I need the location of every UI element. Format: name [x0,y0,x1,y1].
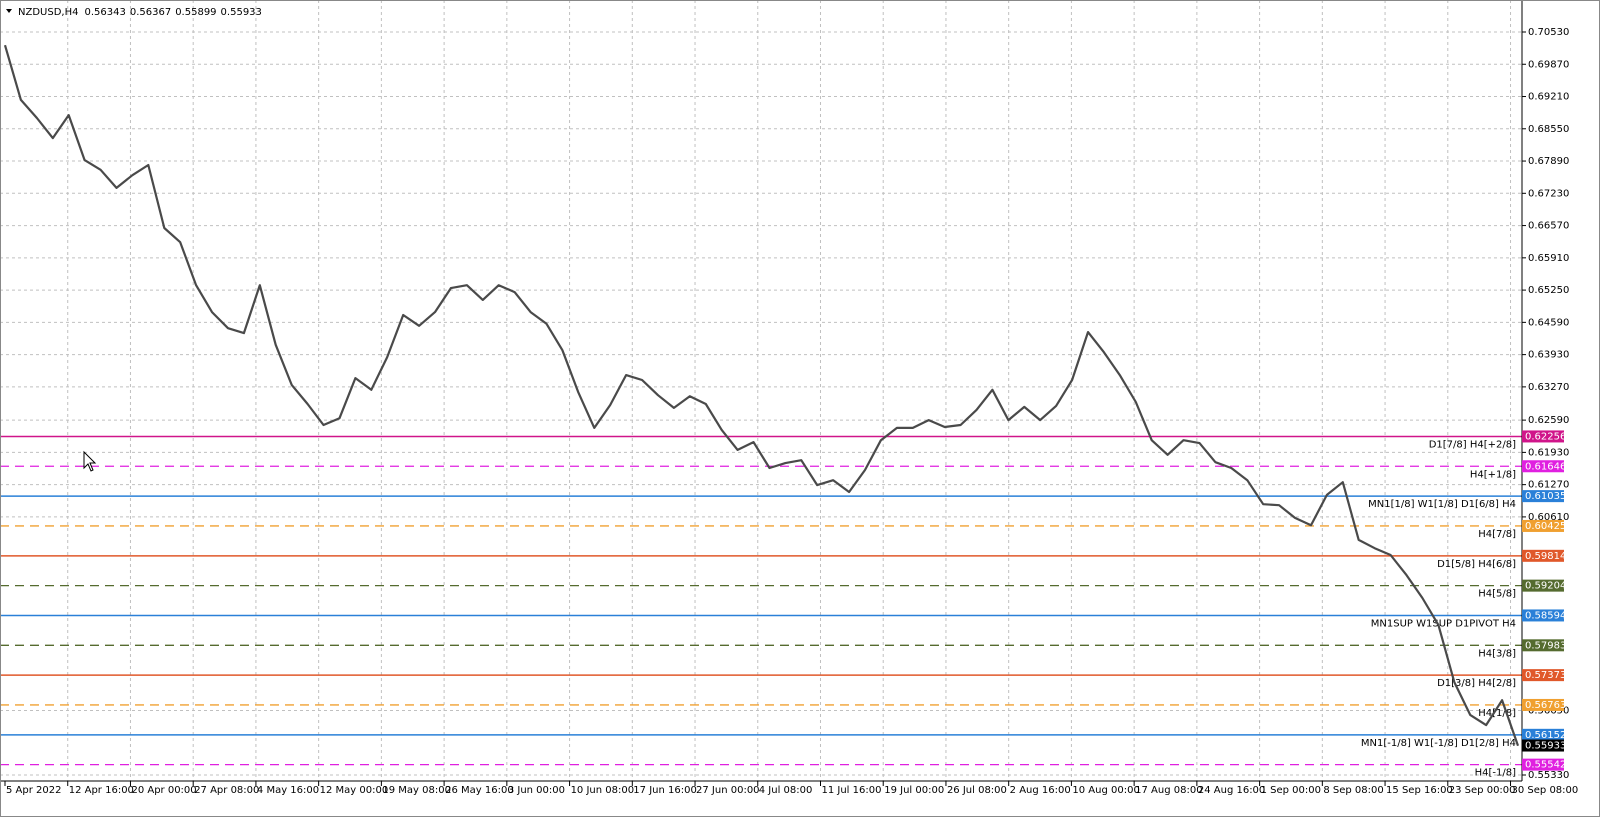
x-tick-label: 17 Jun 16:00 [633,785,697,796]
y-tick-label: 0.69870 [1528,59,1569,70]
y-tick-label: 0.63930 [1528,350,1569,361]
ohlc-value: 0.56367 [130,7,171,18]
level-price: 0.56763 [1525,700,1566,711]
x-tick-label: 20 Apr 00:00 [131,785,196,796]
y-tick-label: 0.65250 [1528,285,1569,296]
header: NZDUSD,H4 0.56343 0.56367 0.55899 0.55933 [6,7,262,18]
y-tick-label: 0.64590 [1528,317,1569,328]
level-label: H4[1/8] [1478,708,1516,719]
y-tick-label: 0.67890 [1528,156,1569,167]
x-tick-label: 17 Aug 08:00 [1135,785,1202,796]
x-tick-label: 12 Apr 16:00 [69,785,134,796]
level-price-box [1522,728,1564,741]
levels: D1[7/8] H4[+2/8] H4[+1/8] MN1[1/8] W1[1/8]… [0,435,1522,779]
level-price: 0.62256 [1525,431,1566,442]
x-tick-label: 23 Sep 00:00 [1449,785,1516,796]
x-tick-label: 27 Apr 08:00 [194,785,259,796]
level-price-box [1522,430,1564,443]
level-label: H4[5/8] [1478,589,1516,600]
y-tick-label: 0.67230 [1528,188,1569,199]
series [3,44,1520,747]
level-price: 0.59204 [1525,581,1566,592]
level-price: 0.55542 [1525,760,1566,771]
x-tick-label: 10 Aug 00:00 [1072,785,1139,796]
y-tick-label: 0.68550 [1528,124,1569,135]
y-tick-label: 0.69210 [1528,92,1569,103]
level-price: 0.58594 [1525,610,1566,621]
y-tick-label: 0.56650 [1528,705,1569,716]
x-tick-label: 2 Aug 16:00 [1010,785,1071,796]
level-price-box [1522,669,1564,682]
x-tick-label: 26 May 16:00 [445,785,514,796]
level-label: MN1[1/8] W1[1/8] D1[6/8] H4 [1368,499,1516,510]
level-price: 0.56152 [1525,730,1566,741]
y-tick-label: 0.66570 [1528,221,1569,232]
level-price-box [1522,609,1564,622]
x-tick-label: 19 May 08:00 [382,785,451,796]
y-tick-label: 0.63270 [1528,382,1569,393]
level-price: 0.59814 [1525,551,1566,562]
level-price-box [1522,460,1564,473]
x-tick-label: 8 Sep 08:00 [1323,785,1383,796]
x-tick-label: 26 Jul 08:00 [947,785,1007,796]
y-tick-label: 0.65910 [1528,253,1569,264]
level-label: H4[3/8] [1478,648,1516,659]
x-tick-label: 11 Jul 16:00 [821,785,881,796]
level-price: 0.61646 [1525,461,1566,472]
level-label: MN1[-1/8] W1[-1/8] D1[2/8] H4 [1361,738,1516,749]
y-tick-label: 0.62590 [1528,415,1569,426]
level-label: H4[+1/8] [1470,469,1516,480]
level-price-box [1522,579,1564,592]
y-tick-label: 0.61270 [1528,480,1569,491]
price-line [3,44,1520,747]
x-tick-label: 12 May 00:00 [320,785,389,796]
mouse-cursor [83,450,97,472]
x-tick-label: 5 Apr 2022 [6,785,61,796]
level-label: H4[-1/8] [1475,768,1516,779]
x-tick-label: 24 Aug 16:00 [1198,785,1265,796]
dropdown-icon[interactable] [6,9,12,13]
x-tick-label: 19 Jul 00:00 [884,785,944,796]
level-label: H4[7/8] [1478,529,1516,540]
x-tick-label: 4 Jul 08:00 [759,785,813,796]
level-label: MN1SUP W1SUP D1PIVOT H4 [1371,618,1516,629]
x-tick-label: 15 Sep 16:00 [1386,785,1453,796]
ohlc-value: 0.55933 [221,7,262,18]
grid [0,0,1522,781]
level-price-box [1522,758,1564,771]
y-tick-label: 0.70530 [1528,27,1569,38]
x-tick-label: 10 Jun 08:00 [571,785,635,796]
y-tick-label: 0.55330 [1528,770,1569,781]
level-price: 0.57373 [1525,670,1566,681]
level-price-box [1522,490,1564,503]
level-price: 0.61035 [1525,491,1566,502]
symbol: NZDUSD,H4 [18,7,78,18]
level-label: D1[7/8] H4[+2/8] [1429,439,1516,450]
current-price-box [1522,739,1564,752]
level-price-box [1522,698,1564,711]
level-label: D1[5/8] H4[6/8] [1437,559,1516,570]
x-tick-label: 30 Sep 08:00 [1512,785,1579,796]
y-tick-label: 0.60610 [1528,512,1569,523]
level-label: D1[3/8] H4[2/8] [1437,678,1516,689]
level-price-box [1522,639,1564,652]
level-price: 0.60425 [1525,521,1566,532]
x-tick-label: 1 Sep 00:00 [1261,785,1321,796]
ohlc-value: 0.56343 [84,7,125,18]
y-tick-label: 0.61930 [1528,447,1569,458]
level-price-box [1522,519,1564,532]
level-price-box [1522,549,1564,562]
x-tick-label: 4 May 16:00 [257,785,319,796]
level-price: 0.57983 [1525,640,1566,651]
x-tick-label: 3 Jun 00:00 [508,785,565,796]
current-price: 0.55933 [1525,741,1566,752]
ohlc-value: 0.55899 [175,7,216,18]
x-tick-label: 27 Jun 00:00 [696,785,760,796]
chart-title: NZDUSD,H4 0.56343 0.56367 0.55899 0.55933 [18,7,262,18]
